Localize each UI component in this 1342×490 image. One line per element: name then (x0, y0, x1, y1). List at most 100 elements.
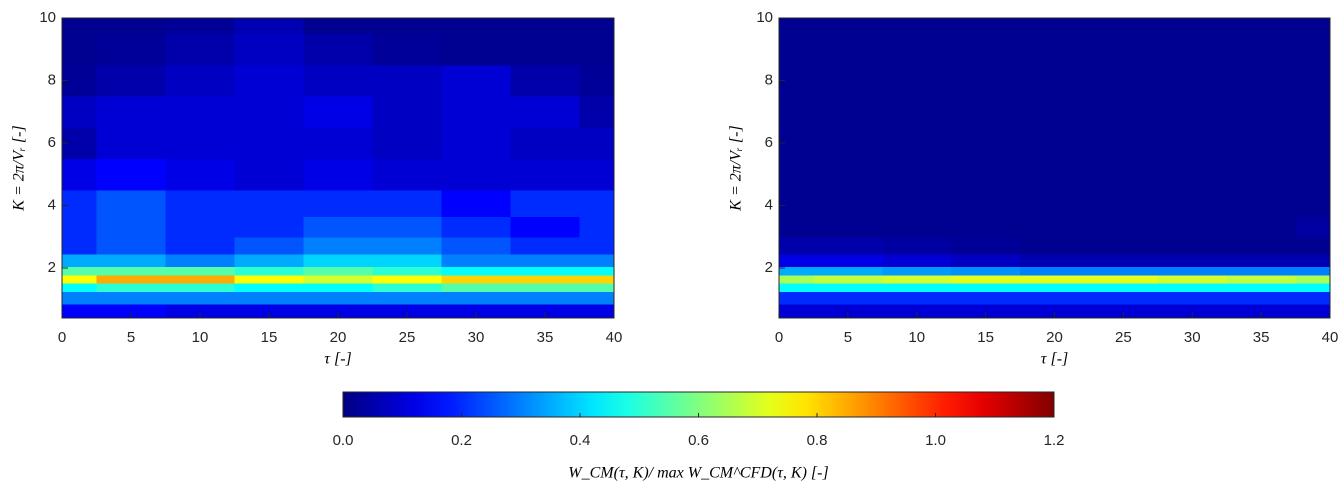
heat-cell (779, 303, 815, 319)
heat-cell (1020, 266, 1090, 276)
heat-cell (165, 64, 236, 97)
heat-cell (62, 158, 98, 191)
heat-cell (303, 127, 374, 160)
heat-cell (165, 236, 236, 255)
heat-cell (1157, 33, 1228, 66)
heat-cell (96, 216, 167, 238)
heat-cell (579, 253, 615, 268)
heat-cell (62, 189, 98, 218)
colorbar-tick-label: 0.8 (807, 432, 828, 449)
x-axis-label: τ [-] (324, 351, 352, 368)
heat-cell (303, 64, 374, 97)
colorbar-tick-label: 0.2 (451, 432, 472, 449)
y-tick-label: 10 (39, 9, 56, 26)
heat-cell (1088, 216, 1159, 238)
heat-cell (303, 216, 374, 238)
heat-cell (372, 158, 443, 191)
heat-cell (882, 96, 952, 128)
heat-cell (510, 189, 581, 218)
x-tick-label: 40 (606, 329, 623, 346)
heat-cell (779, 253, 815, 268)
colorbar-tick-label: 0.0 (333, 432, 354, 449)
heat-cell (1157, 266, 1228, 276)
heat-cell (1295, 64, 1331, 97)
heat-cell (579, 303, 615, 319)
heat-cell (1088, 266, 1159, 276)
heat-cell (234, 189, 305, 218)
heat-cell (1157, 275, 1228, 284)
heat-cell (1295, 96, 1331, 128)
heat-cell (96, 189, 167, 218)
heat-cell (882, 266, 952, 276)
heat-cell (1157, 158, 1228, 191)
heat-cell (1157, 64, 1228, 97)
x-tick-label: 25 (399, 329, 416, 346)
heat-cell (234, 33, 305, 66)
colorbar-tick-label: 1.0 (925, 432, 946, 449)
heat-cell (779, 96, 815, 128)
heat-cell (1295, 236, 1331, 255)
heat-cell (579, 266, 615, 276)
heat-cell (779, 236, 815, 255)
heat-cell (1020, 127, 1090, 160)
heat-cell (62, 236, 98, 255)
heat-cell (372, 253, 443, 268)
heat-cell (1226, 64, 1297, 97)
heat-cell (579, 158, 615, 191)
heat-cell (951, 216, 1021, 238)
heat-cell (1088, 282, 1159, 293)
heat-cell (1020, 236, 1090, 255)
heat-cell (1020, 291, 1090, 305)
heat-cell (951, 18, 1021, 35)
x-tick-label: 5 (844, 329, 852, 346)
heat-cell (882, 291, 952, 305)
heat-cell (510, 303, 581, 319)
heat-cell (882, 64, 952, 97)
heat-cell (234, 96, 305, 128)
y-axis-label: K = 2π/Vᵣ [-] (11, 125, 28, 211)
heat-cell (882, 303, 952, 319)
heat-cell (1088, 158, 1159, 191)
x-axis-label: τ [-] (1041, 351, 1069, 368)
heat-cell (165, 266, 236, 276)
heat-cell (813, 253, 883, 268)
heat-cell (882, 236, 952, 255)
heat-cell (1088, 253, 1159, 268)
x-tick-label: 0 (58, 329, 66, 346)
colorbar-tick-label: 0.4 (570, 432, 591, 449)
heat-cell (1295, 275, 1331, 284)
heat-cell (441, 291, 512, 305)
heat-cell (303, 18, 374, 35)
heat-cell (234, 282, 305, 293)
heat-cell (1157, 216, 1228, 238)
heat-cell (303, 266, 374, 276)
heat-cell (165, 216, 236, 238)
heat-cell (1020, 282, 1090, 293)
heat-cell (1088, 275, 1159, 284)
heat-cell (372, 236, 443, 255)
heat-cell (882, 127, 952, 160)
heat-cell (303, 253, 374, 268)
heat-cell (951, 158, 1021, 191)
colorbar-label: W_CM(τ, K)/ max W_CM^CFD(τ, K) [-] (568, 465, 828, 482)
heat-cell (1226, 236, 1297, 255)
heat-cell (303, 303, 374, 319)
heat-cell (951, 189, 1021, 218)
x-tick-label: 35 (1253, 329, 1270, 346)
heat-cell (579, 18, 615, 35)
heat-cell (1088, 303, 1159, 319)
heat-cell (1020, 189, 1090, 218)
heat-cell (1088, 291, 1159, 305)
heat-cell (165, 127, 236, 160)
y-tick-label: 10 (756, 9, 773, 26)
y-tick-label: 2 (48, 259, 56, 276)
y-tick-label: 6 (48, 134, 56, 151)
heat-cell (951, 266, 1021, 276)
heat-cell (882, 189, 952, 218)
heat-cell (96, 18, 167, 35)
heat-cell (1020, 303, 1090, 319)
heat-cell (1226, 291, 1297, 305)
heat-cell (1020, 158, 1090, 191)
heat-cell (1226, 266, 1297, 276)
